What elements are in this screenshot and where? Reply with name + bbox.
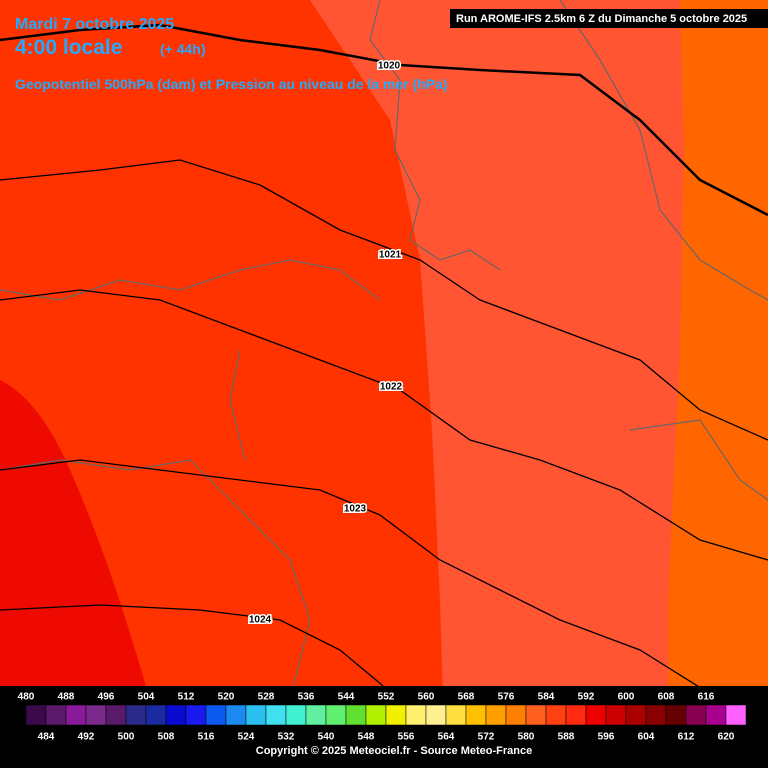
legend-swatch bbox=[385, 704, 407, 726]
legend-swatch bbox=[665, 704, 687, 726]
legend-label: 548 bbox=[358, 732, 375, 743]
legend-label: 612 bbox=[678, 732, 695, 743]
legend-label: 508 bbox=[158, 732, 175, 743]
legend-label: 604 bbox=[638, 732, 655, 743]
legend-label: 576 bbox=[498, 692, 515, 703]
legend-label: 540 bbox=[318, 732, 335, 743]
legend-label: 536 bbox=[298, 692, 315, 703]
isobar-label: 1024 bbox=[249, 615, 272, 626]
legend-label: 564 bbox=[438, 732, 455, 743]
legend-label: 580 bbox=[518, 732, 535, 743]
legend-swatch bbox=[365, 704, 387, 726]
legend-label: 504 bbox=[138, 692, 155, 703]
legend-swatch bbox=[145, 704, 167, 726]
legend-label: 524 bbox=[238, 732, 255, 743]
legend-swatch bbox=[465, 704, 487, 726]
isobar-label: 1022 bbox=[380, 382, 403, 393]
legend-swatch bbox=[405, 704, 427, 726]
legend-swatch bbox=[165, 704, 187, 726]
run-box bbox=[450, 9, 768, 28]
legend-swatch bbox=[645, 704, 667, 726]
zone-576 bbox=[310, 0, 768, 768]
legend-label: 568 bbox=[458, 692, 475, 703]
legend-swatch bbox=[45, 704, 67, 726]
legend-swatch bbox=[245, 704, 267, 726]
legend-label: 516 bbox=[198, 732, 215, 743]
zone-584 bbox=[0, 380, 150, 768]
legend-swatch bbox=[525, 704, 547, 726]
time: 4:00 locale bbox=[15, 36, 122, 59]
legend-label: 484 bbox=[38, 732, 55, 743]
run-label: Run AROME-IFS 2.5km 6 Z du Dimanche 5 oc… bbox=[456, 13, 747, 25]
legend-label: 584 bbox=[538, 692, 555, 703]
legend-swatch bbox=[305, 704, 327, 726]
legend-swatch bbox=[445, 704, 467, 726]
legend-swatch bbox=[705, 704, 727, 726]
legend-bg bbox=[0, 686, 768, 768]
legend-swatch bbox=[85, 704, 107, 726]
legend-swatch bbox=[25, 704, 47, 726]
legend: 480 484 488 492 496 500 504 508 512 516 520 524 528 5… bbox=[18, 692, 747, 743]
legend-label: 496 bbox=[98, 692, 115, 703]
legend-label: 488 bbox=[58, 692, 75, 703]
legend-swatch bbox=[485, 704, 507, 726]
legend-swatch bbox=[625, 704, 647, 726]
legend-label: 528 bbox=[258, 692, 275, 703]
legend-label: 500 bbox=[118, 732, 135, 743]
lead: (+ 44h) bbox=[160, 41, 206, 57]
legend-swatch bbox=[285, 704, 307, 726]
isobar-label: 1021 bbox=[379, 250, 402, 261]
legend-label: 596 bbox=[598, 732, 615, 743]
legend-label: 608 bbox=[658, 692, 675, 703]
legend-swatch bbox=[605, 704, 627, 726]
legend-swatch bbox=[565, 704, 587, 726]
legend-label: 588 bbox=[558, 732, 575, 743]
subtitle: Geopotentiel 500hPa (dam) et Pression au… bbox=[15, 76, 448, 92]
legend-swatch bbox=[585, 704, 607, 726]
legend-label: 544 bbox=[338, 692, 355, 703]
legend-swatch bbox=[205, 704, 227, 726]
legend-label: 512 bbox=[178, 692, 195, 703]
legend-label: 572 bbox=[478, 732, 495, 743]
legend-swatch bbox=[725, 704, 747, 726]
legend-swatch bbox=[345, 704, 367, 726]
legend-label: 492 bbox=[78, 732, 95, 743]
legend-swatch bbox=[125, 704, 147, 726]
legend-label: 560 bbox=[418, 692, 435, 703]
isobar-label: 1023 bbox=[344, 504, 367, 515]
legend-swatch bbox=[105, 704, 127, 726]
legend-swatch bbox=[505, 704, 527, 726]
copyright: Copyright © 2025 Meteociel.fr - Source M… bbox=[256, 745, 532, 757]
legend-swatch bbox=[225, 704, 247, 726]
legend-swatch bbox=[265, 704, 287, 726]
legend-label: 532 bbox=[278, 732, 295, 743]
legend-swatch bbox=[545, 704, 567, 726]
legend-swatch bbox=[685, 704, 707, 726]
legend-label: 520 bbox=[218, 692, 235, 703]
legend-label: 552 bbox=[378, 692, 395, 703]
legend-swatch bbox=[425, 704, 447, 726]
legend-label: 480 bbox=[18, 692, 35, 703]
isobar-labels: 1020 1021 1022 1023 1024 bbox=[247, 59, 404, 627]
legend-label: 592 bbox=[578, 692, 595, 703]
legend-label: 620 bbox=[718, 732, 735, 743]
legend-swatch bbox=[325, 704, 347, 726]
legend-label: 616 bbox=[698, 692, 715, 703]
legend-swatch bbox=[185, 704, 207, 726]
legend-label: 600 bbox=[618, 692, 635, 703]
legend-swatch bbox=[65, 704, 87, 726]
zone-572 bbox=[668, 0, 768, 768]
isobar-label: 1020 bbox=[378, 61, 401, 72]
legend-label: 556 bbox=[398, 732, 415, 743]
date: Mardi 7 octobre 2025 bbox=[15, 16, 174, 33]
